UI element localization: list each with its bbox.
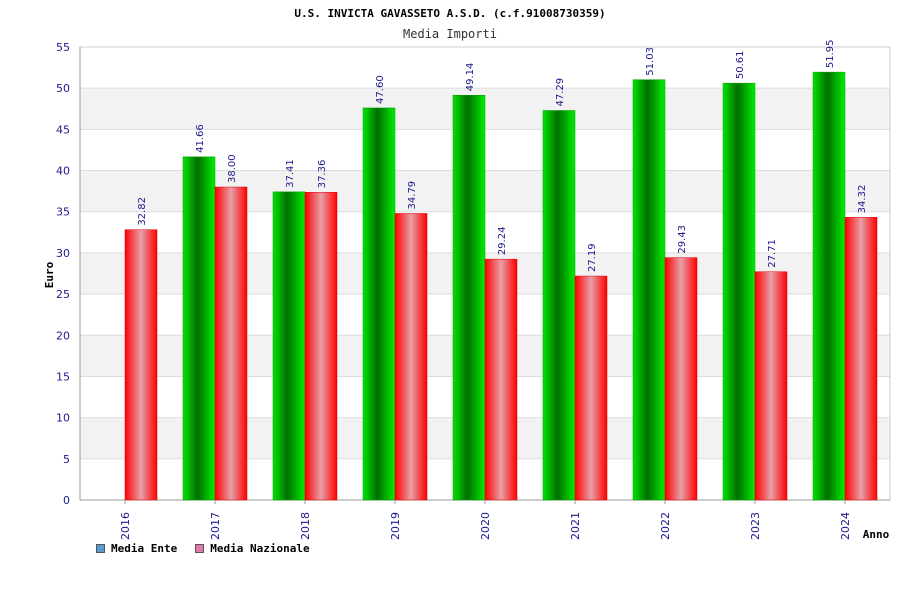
y-tick-label: 25 (56, 288, 70, 301)
data-label: 38.00 (227, 154, 238, 183)
legend-item-media-ente: Media Ente (96, 542, 177, 555)
legend-swatch-media-nazionale (195, 544, 205, 553)
bar-media-nazionale (844, 217, 878, 501)
plot-area: 0 5 10 15 20 25 30 35 40 45 50 55 32.82 2016 41.66 38.0… (56, 39, 891, 540)
x-tick-label: 2020 (479, 512, 492, 540)
data-label: 41.66 (195, 124, 206, 153)
y-axis-label: Euro (43, 261, 56, 288)
x-tick-label: 2018 (299, 512, 312, 540)
data-label: 37.41 (285, 159, 296, 188)
data-label: 51.95 (825, 39, 836, 68)
bar-media-ente (272, 191, 306, 501)
bar-media-ente (812, 71, 846, 501)
y-tick-label: 40 (56, 165, 70, 178)
legend-item-media-nazionale: Media Nazionale (195, 542, 310, 555)
data-label: 47.60 (375, 75, 386, 104)
bar-media-ente (542, 110, 576, 501)
y-tick-label: 55 (56, 41, 70, 54)
legend-label-media-ente: Media Ente (111, 542, 178, 555)
y-tick-label: 35 (56, 206, 70, 219)
chart-title: U.S. INVICTA GAVASSETO A.S.D. (c.f.91008… (294, 7, 605, 20)
y-tick-label: 45 (56, 123, 70, 136)
data-label: 34.79 (407, 181, 418, 210)
bar-media-nazionale (484, 258, 518, 501)
bar-media-ente (362, 107, 396, 501)
bar-media-nazionale (124, 229, 158, 501)
x-tick-label: 2021 (569, 512, 582, 540)
data-label: 29.43 (677, 225, 688, 254)
x-tick-label: 2017 (209, 512, 222, 540)
bar-media-ente (452, 95, 486, 501)
x-tick-label: 2019 (389, 512, 402, 540)
y-tick-label: 20 (56, 329, 70, 342)
x-axis-label: Anno (863, 528, 890, 541)
bar-media-nazionale (304, 192, 338, 501)
data-label: 29.24 (497, 227, 508, 256)
legend: Media Ente Media Nazionale (96, 542, 310, 555)
data-label: 32.82 (137, 197, 148, 226)
bar-media-ente (632, 79, 666, 501)
data-label: 51.03 (645, 47, 656, 76)
data-label: 49.14 (465, 63, 476, 92)
data-label: 27.71 (767, 239, 778, 268)
y-tick-label: 5 (63, 453, 70, 466)
data-label: 47.29 (555, 78, 566, 107)
bar-media-nazionale (214, 186, 248, 501)
chart-subtitle: Media Importi (403, 27, 497, 41)
legend-label-media-nazionale: Media Nazionale (210, 542, 310, 555)
bar-media-nazionale (394, 213, 428, 501)
bar-media-ente (182, 156, 216, 501)
x-tick-label: 2023 (749, 512, 762, 540)
y-tick-label: 15 (56, 370, 70, 383)
x-tick-label: 2024 (839, 512, 852, 540)
bar-media-ente (722, 82, 756, 501)
data-label: 37.36 (317, 160, 328, 189)
x-tick-label: 2016 (119, 512, 132, 540)
legend-swatch-media-ente (96, 544, 105, 553)
data-label: 27.19 (587, 243, 598, 272)
bar-media-nazionale (574, 275, 608, 501)
y-tick-label: 50 (56, 82, 70, 95)
data-label: 34.32 (857, 185, 868, 214)
data-label: 50.61 (735, 51, 746, 80)
y-tick-label: 30 (56, 247, 70, 260)
y-tick-label: 10 (56, 412, 70, 425)
y-tick-label: 0 (63, 494, 70, 507)
grid-band (80, 47, 890, 89)
bar-media-nazionale (664, 257, 698, 501)
bar-media-nazionale (754, 271, 788, 501)
x-tick-label: 2022 (659, 512, 672, 540)
